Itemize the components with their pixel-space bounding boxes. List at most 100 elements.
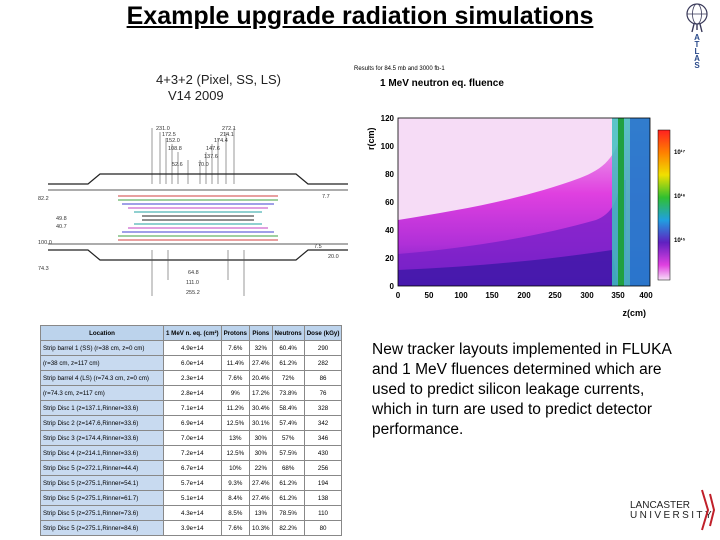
table-cell: 5.1e+14 (163, 490, 222, 506)
table-cell-location: Strip Disc 5 (z=275.1,Rinner=54.1) (40, 475, 164, 491)
x-tick: 250 (548, 291, 562, 300)
fluka-x-label: z(cm) (622, 308, 646, 318)
atlas-letter: L (695, 47, 700, 56)
table-cell: 17.2% (249, 385, 273, 401)
table-cell: 30.1% (249, 415, 273, 431)
layout-label: 172.5 (162, 132, 176, 138)
y-tick: 80 (385, 170, 394, 179)
layout-label: 64.8 (188, 270, 199, 276)
table-cell-location: Strip Disc 3 (z=174.4,Rinner=33.6) (40, 430, 164, 446)
table-cell: 11.4% (220, 355, 251, 371)
table-cell: 138 (303, 490, 343, 506)
layout-label: 7.7 (322, 194, 330, 200)
table-cell: 2.8e+14 (163, 385, 222, 401)
table-cell: 57% (271, 430, 305, 446)
table-cell: 8.4% (220, 490, 251, 506)
table-cell: 7.6% (220, 370, 251, 386)
table-row: Strip Disc 4 (z=214.1,Rinner=33.6) 7.2e+1… (40, 445, 343, 461)
table-row: Strip Disc 2 (z=147.6,Rinner=33.6) 6.9e+1… (40, 415, 343, 431)
lancaster-sub: UNIVERSITY (630, 510, 714, 521)
table-cell: 290 (303, 340, 343, 356)
table-cell: 13% (220, 430, 251, 446)
table-cell-location: Strip Disc 2 (z=147.6,Rinner=33.6) (40, 415, 164, 431)
table-row: Strip barrel 1 (SS) (r=38 cm, z=0 cm) 4.9… (40, 340, 343, 356)
layout-caption-line2: V14 2009 (168, 88, 224, 103)
tracker-layout-diagram: 231.0 272.1 172.5 214.1 152.0 174.4 108.… (38, 126, 348, 296)
colorbar-label: 10¹⁵ (674, 237, 686, 244)
table-cell: 27.4% (249, 475, 273, 491)
layout-label: 82.2 (38, 196, 49, 202)
table-cell: 32% (249, 340, 273, 356)
column-header: Pions (249, 325, 273, 341)
layout-label: 70.0 (198, 162, 209, 168)
column-header: Location (40, 325, 164, 341)
table-cell-location: Strip Disc 5 (z=275.1,Rinner=61.7) (40, 490, 164, 506)
table-cell-location: Strip Disc 4 (z=214.1,Rinner=33.6) (40, 445, 164, 461)
x-tick: 200 (517, 291, 531, 300)
x-tick: 350 (611, 291, 625, 300)
table-row: Strip Disc 1 (z=137.1,Rinner=33.6) 7.1e+1… (40, 400, 343, 416)
table-cell: 342 (303, 415, 343, 431)
layout-label: 7.5 (314, 244, 322, 250)
column-header: Dose (kGy) (303, 325, 343, 341)
table-header-row: Location 1 MeV n. eq. (cm²) Protons Pion… (40, 325, 343, 341)
table-cell: 22% (249, 460, 273, 476)
fluka-results-text: Results for 84.5 mb and 3000 fb-1 (354, 66, 445, 72)
y-tick: 40 (385, 226, 394, 235)
table-cell: 13% (249, 505, 273, 521)
table-cell: 282 (303, 355, 343, 371)
slide-description: New tracker layouts implemented in FLUKA… (372, 341, 671, 438)
table-cell: 7.6% (220, 340, 251, 356)
table-cell: 72% (271, 370, 305, 386)
table-cell: 3.9e+14 (163, 520, 222, 536)
layout-label: 255.2 (186, 290, 200, 296)
table-cell: 430 (303, 445, 343, 461)
y-tick: 60 (385, 198, 394, 207)
layout-label: 52.6 (172, 162, 183, 168)
column-header: 1 MeV n. eq. (cm²) (163, 325, 222, 341)
table-cell: 7.6% (220, 520, 251, 536)
layout-label: 137.6 (204, 154, 218, 160)
slide-title: Example upgrade radiation simulations (126, 2, 594, 30)
table-cell: 328 (303, 400, 343, 416)
table-cell: 20.4% (249, 370, 273, 386)
table-cell: 60.4% (271, 340, 305, 356)
y-tick: 20 (385, 254, 394, 263)
layout-label: 231.0 (156, 126, 170, 132)
fluka-plot-title: 1 MeV neutron eq. fluence (380, 78, 504, 89)
layout-label: 272.1 (222, 126, 236, 132)
y-tick: 0 (390, 282, 395, 291)
layout-label: 152.0 (166, 138, 180, 144)
atlas-letter: A (694, 54, 700, 63)
layout-label: 108.8 (168, 146, 182, 152)
table-row: Strip Disc 3 (z=174.4,Rinner=33.6) 7.0e+1… (40, 430, 343, 446)
table-cell-location: Strip Disc 5 (z=275.1,Rinner=84.6) (40, 520, 164, 536)
table-cell: 30% (249, 445, 273, 461)
table-cell: 82.2% (271, 520, 305, 536)
table-cell: 7.1e+14 (163, 400, 222, 416)
table-row: Strip Disc 5 (z=275.1,Rinner=73.6) 4.3e+1… (40, 505, 343, 521)
y-tick: 100 (381, 142, 395, 151)
table-cell: 61.2% (271, 490, 305, 506)
colorbar-label: 10¹⁷ (674, 149, 686, 156)
layout-label: 214.1 (220, 132, 234, 138)
table-cell: 80 (303, 520, 343, 536)
table-cell: 30% (249, 430, 273, 446)
table-cell: 7.0e+14 (163, 430, 222, 446)
table-cell-location: Strip Disc 5 (z=272.1,Rinner=44.4) (40, 460, 164, 476)
table-cell: 57.4% (271, 415, 305, 431)
atlas-letter: S (694, 61, 700, 68)
table-cell-location: Strip barrel 4 (LS) (r=74.3 cm, z=0 cm) (40, 370, 164, 386)
table-cell: 10.3% (249, 520, 273, 536)
layout-label: 49.8 (56, 216, 67, 222)
table-cell: 11.2% (220, 400, 251, 416)
table-cell: 256 (303, 460, 343, 476)
x-tick: 100 (454, 291, 468, 300)
table-cell: 4.9e+14 (163, 340, 222, 356)
table-cell: 8.5% (220, 505, 251, 521)
table-row: (r=74.3 cm, z=117 cm) 2.8e+14 9% 17.2% 73.8%… (40, 385, 343, 401)
table-row: Strip Disc 5 (z=275.1,Rinner=84.6) 3.9e+1… (40, 520, 343, 536)
layout-label: 174.4 (214, 138, 228, 144)
table-cell: 5.7e+14 (163, 475, 222, 491)
atlas-letter: T (695, 40, 700, 49)
